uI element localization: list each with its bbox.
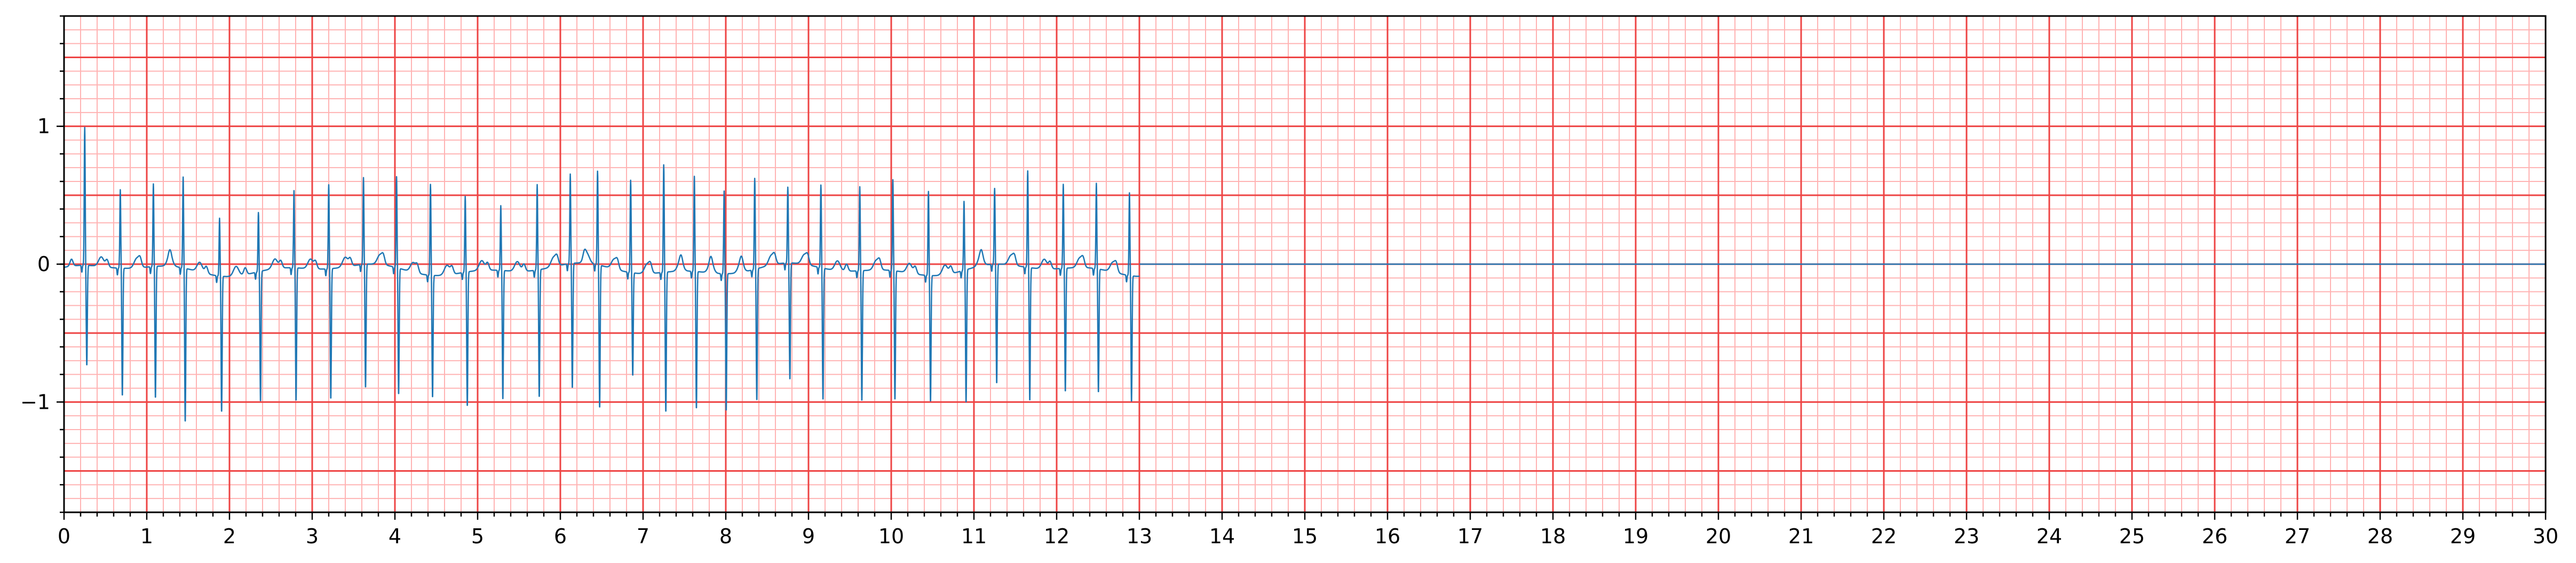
x-tick-label: 3 xyxy=(306,525,319,548)
y-tick-labels: 1 0 −1 xyxy=(20,115,50,414)
x-tick-label: 13 xyxy=(1127,525,1152,548)
x-tick-label: 10 xyxy=(878,525,904,548)
x-tick-label: 17 xyxy=(1457,525,1483,548)
x-tick-label: 5 xyxy=(471,525,484,548)
ecg-trace xyxy=(64,126,1140,422)
y-tick-label: 1 xyxy=(37,115,50,138)
x-tick-label: 19 xyxy=(1623,525,1648,548)
x-tick-label: 29 xyxy=(2450,525,2476,548)
x-tick-label: 15 xyxy=(1292,525,1318,548)
x-tick-label: 18 xyxy=(1540,525,1566,548)
x-tick-label: 27 xyxy=(2285,525,2310,548)
x-tick-label: 4 xyxy=(389,525,401,548)
x-tick-label: 24 xyxy=(2036,525,2062,548)
x-tick-label: 26 xyxy=(2202,525,2228,548)
y-tick-label: −1 xyxy=(20,390,50,414)
x-tick-label: 9 xyxy=(802,525,815,548)
x-tick-label: 0 xyxy=(58,525,70,548)
x-tick-label: 22 xyxy=(1871,525,1897,548)
x-tick-label: 14 xyxy=(1209,525,1235,548)
x-tick-label: 7 xyxy=(637,525,649,548)
x-tick-label: 2 xyxy=(223,525,236,548)
x-tick-label: 11 xyxy=(961,525,987,548)
x-tick-label: 8 xyxy=(719,525,732,548)
x-tick-label: 6 xyxy=(554,525,567,548)
x-tick-label: 20 xyxy=(1706,525,1731,548)
x-tick-labels: 0 1 2 3 4 5 6 7 8 9 10 11 12 13 14 15 16 17 18 19 20 21 22 23 24… xyxy=(58,525,2558,548)
x-tick-label: 30 xyxy=(2533,525,2558,548)
x-tick-label: 1 xyxy=(140,525,153,548)
x-tick-label: 16 xyxy=(1375,525,1400,548)
x-tick-label: 21 xyxy=(1788,525,1814,548)
x-tick-label: 23 xyxy=(1954,525,1979,548)
x-tick-label: 25 xyxy=(2119,525,2145,548)
x-tick-label: 12 xyxy=(1044,525,1069,548)
y-tick-label: 0 xyxy=(37,252,50,276)
series-layer xyxy=(64,126,2546,422)
x-tick-label: 28 xyxy=(2367,525,2393,548)
axis-ticks xyxy=(57,15,2547,520)
